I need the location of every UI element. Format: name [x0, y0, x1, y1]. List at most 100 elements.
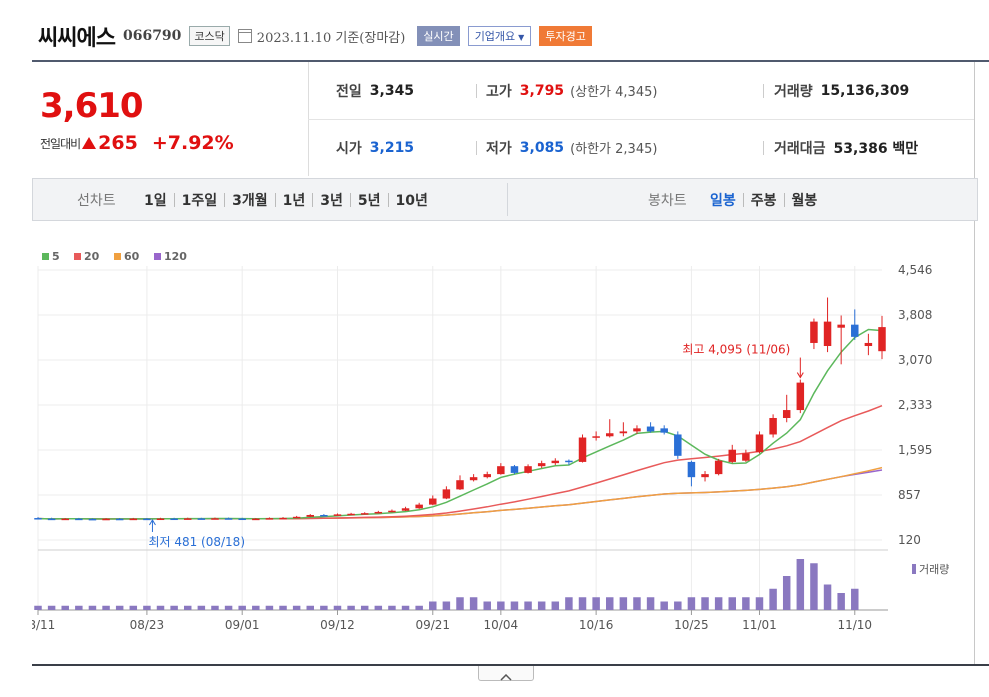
candle-body	[102, 518, 110, 521]
low-arrow-icon	[149, 519, 156, 526]
tab-monthly[interactable]: 월봉	[791, 193, 818, 209]
candle-body	[674, 434, 682, 456]
calendar-icon	[237, 29, 252, 43]
price-change: 전일대비 265 +7.92%	[40, 132, 234, 154]
x-tick-label: 08/11	[32, 618, 55, 632]
tab-3year[interactable]: 3년	[320, 193, 343, 209]
volume-bar	[34, 605, 42, 610]
collapse-button[interactable]	[478, 666, 534, 681]
company-overview-dropdown[interactable]: 기업개요 ▼	[467, 26, 532, 46]
volume-bar	[388, 605, 396, 610]
stock-name: 씨씨에스	[38, 26, 116, 51]
tab-10year[interactable]: 10년	[395, 193, 428, 209]
tab-daily[interactable]: 일봉	[710, 193, 736, 209]
candle-body	[265, 518, 274, 520]
high-annotation: 최고 4,095 (11/06)	[682, 343, 790, 357]
volume-bar	[238, 605, 246, 610]
volume-bar	[279, 605, 287, 610]
volume-bar	[252, 605, 260, 610]
right-border	[974, 62, 975, 666]
volume-bar	[456, 597, 464, 610]
candle-body	[483, 474, 491, 478]
volume-bar	[742, 597, 750, 610]
volume-bar	[143, 605, 151, 610]
lower-limit: (하한가 2,345)	[570, 142, 658, 157]
candle-body	[823, 321, 832, 347]
x-tick-label: 11/10	[837, 618, 872, 632]
candle-body	[565, 460, 573, 463]
chart-toolbar: 선차트 1일 1주일 3개월 1년 3년 5년 10년 봉차트 일봉 주봉 월봉	[32, 178, 978, 221]
x-tick-label: 09/01	[225, 618, 260, 632]
volume-legend-label: 거래량	[919, 563, 949, 576]
bottom-divider	[32, 664, 989, 666]
tab-1week[interactable]: 1주일	[181, 193, 218, 209]
ma5-line	[37, 328, 883, 520]
volume-bar	[88, 605, 97, 610]
volume-bar	[115, 605, 124, 610]
volume-bar	[129, 605, 138, 610]
candle-body	[605, 433, 614, 437]
open-price: 시가 3,215	[336, 139, 415, 157]
candle-body	[619, 431, 628, 434]
candle-body	[115, 518, 124, 521]
realtime-button[interactable]: 실시간	[417, 26, 460, 46]
legend-label: 120	[164, 250, 187, 263]
candle-body	[796, 382, 805, 411]
volume-bar	[646, 597, 655, 610]
candle-body	[224, 518, 233, 520]
tab-weekly[interactable]: 주봉	[750, 193, 777, 209]
x-tick-label: 09/21	[415, 618, 450, 632]
volume-bar	[633, 597, 641, 610]
volume-bar	[578, 597, 587, 610]
change-percent: +7.92%	[151, 132, 234, 154]
candlestick-svg: 4,546 3,808 3,070 2,333 1,595 857 120 5 20 60 120 최…	[21, 250, 950, 632]
volume-bar	[170, 605, 178, 610]
low-price: 저가 3,085 (하한가 2,345)	[486, 139, 658, 158]
candle-body	[537, 463, 546, 467]
y-tick-label: 4,546	[898, 263, 932, 277]
candle-body	[742, 453, 750, 461]
y-tick-label: 2,333	[898, 398, 932, 412]
volume-bar	[429, 601, 437, 610]
candle-body	[837, 324, 845, 328]
volume-bar	[374, 605, 383, 610]
volume-bar	[306, 605, 315, 610]
y-tick-label: 1,595	[898, 443, 932, 457]
volume-bar	[701, 597, 709, 610]
y-tick-label: 3,070	[898, 353, 932, 367]
volume-bar	[156, 605, 165, 610]
candle-body	[156, 518, 165, 521]
tab-1day[interactable]: 1일	[144, 193, 167, 209]
candle-body	[34, 518, 42, 520]
tab-5year[interactable]: 5년	[357, 193, 381, 209]
candle-body	[592, 436, 600, 438]
y-tick-label: 857	[898, 488, 921, 502]
tab-3month[interactable]: 3개월	[232, 193, 268, 209]
investment-warning-badge[interactable]: 투자경고	[539, 26, 592, 46]
legend-swatch	[74, 253, 81, 260]
volume-bar	[728, 597, 737, 610]
volume-bar	[415, 605, 423, 610]
x-tick-label: 11/01	[742, 618, 777, 632]
candle-body	[320, 514, 328, 517]
candle-body	[510, 466, 519, 473]
volume-bar	[75, 605, 83, 610]
tab-1year[interactable]: 1년	[282, 193, 306, 209]
candle-body	[238, 518, 246, 521]
candle-body	[279, 517, 287, 520]
candle-body	[646, 426, 655, 432]
candle-body	[878, 327, 886, 352]
x-tick-label: 10/16	[579, 618, 614, 632]
volume-bar	[851, 588, 859, 610]
stats-row-1: 전일 3,345 고가 3,795 (상한가 4,345) 거래량 15,136…	[308, 62, 974, 120]
volume-bar	[347, 605, 355, 610]
candle-body	[415, 504, 423, 509]
stock-code: 066790	[122, 28, 182, 44]
candle-body	[714, 460, 723, 475]
line-chart-label: 선차트	[77, 193, 116, 209]
volume-bar	[537, 601, 546, 610]
volume-bar	[292, 605, 301, 610]
candle-body	[388, 510, 396, 513]
candle-body	[333, 514, 342, 516]
volume-bar	[401, 605, 410, 610]
